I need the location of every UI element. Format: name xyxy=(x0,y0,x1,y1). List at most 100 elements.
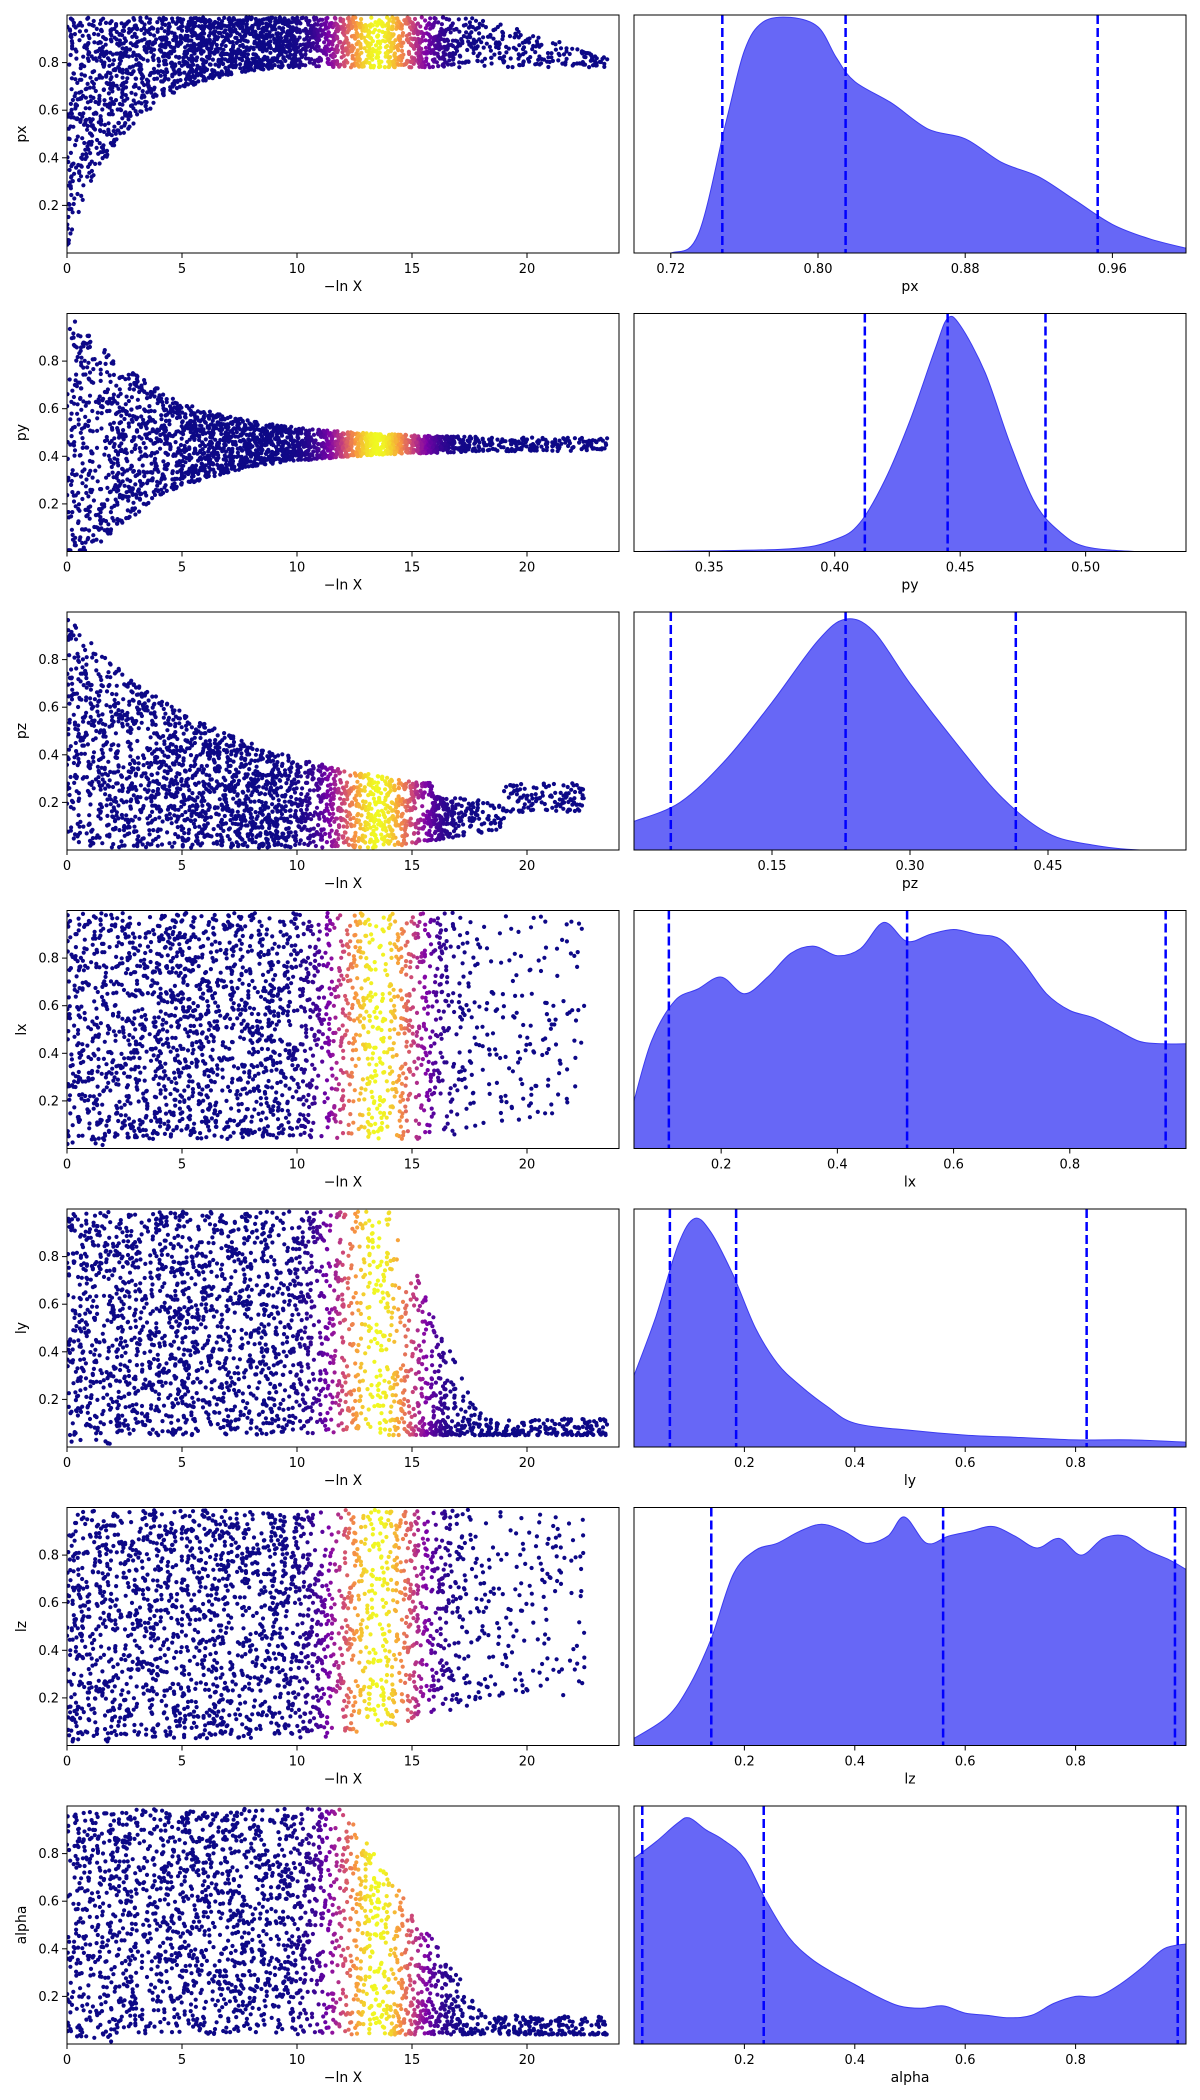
trace-point xyxy=(130,372,135,377)
trace-point xyxy=(435,43,440,48)
trace-point xyxy=(164,400,169,405)
trace-point xyxy=(67,226,70,231)
trace-point xyxy=(316,447,321,452)
trace-point xyxy=(317,37,322,43)
trace-point xyxy=(268,50,273,55)
trace-point xyxy=(68,231,73,236)
trace-point xyxy=(541,447,546,453)
trace-point xyxy=(155,20,160,25)
trace-point xyxy=(598,436,603,441)
trace-point xyxy=(564,437,569,442)
trace-point xyxy=(84,490,89,496)
trace-point xyxy=(420,437,426,442)
trace-point xyxy=(430,64,435,69)
trace-point xyxy=(119,125,124,130)
trace-point xyxy=(262,461,267,466)
trace-point xyxy=(144,77,149,82)
trace-point xyxy=(258,19,264,24)
trace-point xyxy=(157,47,162,53)
trace-point xyxy=(138,109,143,114)
trace-point xyxy=(139,72,144,77)
trace-point xyxy=(191,79,196,84)
trace-point xyxy=(267,18,272,23)
trace-point xyxy=(83,147,88,152)
trace-point xyxy=(229,453,234,459)
trace-point xyxy=(332,31,337,37)
trace-point xyxy=(129,90,134,95)
trace-point xyxy=(100,146,106,151)
trace-point xyxy=(90,70,95,75)
trace-point xyxy=(154,436,159,441)
trace-point xyxy=(88,75,93,80)
trace-point xyxy=(122,36,127,41)
trace-point xyxy=(147,404,152,409)
trace-point xyxy=(67,493,70,498)
trace-point xyxy=(431,38,436,43)
trace-point xyxy=(104,154,109,159)
trace-point xyxy=(501,445,506,450)
trace-point xyxy=(298,48,303,53)
trace-point xyxy=(86,33,91,39)
trace-point xyxy=(215,49,220,54)
trace-point xyxy=(82,73,87,78)
trace-point xyxy=(484,41,489,46)
trace-point xyxy=(182,62,187,67)
trace-point xyxy=(98,367,103,372)
trace-point xyxy=(118,131,123,136)
trace-point xyxy=(385,43,390,49)
trace-point xyxy=(139,414,144,419)
trace-point xyxy=(376,40,381,45)
trace-point xyxy=(530,435,535,440)
trace-point xyxy=(90,408,95,414)
trace-point xyxy=(235,424,241,429)
trace-point xyxy=(210,445,215,450)
trace-point xyxy=(170,471,175,476)
trace-point xyxy=(303,431,308,436)
trace-point xyxy=(88,94,93,99)
trace-point xyxy=(133,109,138,114)
trace-point xyxy=(572,436,578,441)
trace-point xyxy=(139,385,144,390)
trace-point xyxy=(115,500,120,505)
trace-point xyxy=(67,510,71,515)
trace-point xyxy=(439,36,444,42)
trace-point xyxy=(106,91,111,96)
trace-point xyxy=(103,445,108,451)
trace-point xyxy=(124,516,129,521)
trace-point xyxy=(85,100,90,105)
trace-point xyxy=(99,539,104,544)
trace-point xyxy=(68,16,73,21)
trace-point xyxy=(280,44,285,49)
trace-point xyxy=(458,43,463,48)
trace-point xyxy=(136,487,141,492)
trace-point xyxy=(149,88,154,93)
trace-point xyxy=(95,428,100,433)
trace-point xyxy=(167,422,172,427)
trace-point xyxy=(497,42,502,48)
trace-point xyxy=(142,22,147,27)
trace-point xyxy=(335,26,340,31)
trace-point xyxy=(423,45,429,50)
posterior-density-area xyxy=(634,16,1186,253)
trace-point xyxy=(364,27,369,32)
trace-point xyxy=(236,453,241,459)
trace-point xyxy=(163,429,168,434)
trace-point xyxy=(544,445,550,450)
trace-point xyxy=(80,33,85,38)
trace-point xyxy=(68,150,73,155)
trace-point xyxy=(203,437,208,442)
trace-point xyxy=(123,402,128,407)
trace-point xyxy=(370,39,375,44)
trace-point xyxy=(304,428,309,433)
trace-point xyxy=(94,362,100,367)
trace-point xyxy=(164,488,169,493)
trace-point xyxy=(79,407,84,412)
trace-point xyxy=(308,30,313,36)
trace-point xyxy=(227,23,232,28)
trace-point xyxy=(555,448,560,454)
trace-point xyxy=(170,434,175,439)
trace-point xyxy=(249,17,254,22)
trace-point xyxy=(109,19,114,24)
trace-point xyxy=(230,439,235,445)
trace-point xyxy=(113,448,118,454)
